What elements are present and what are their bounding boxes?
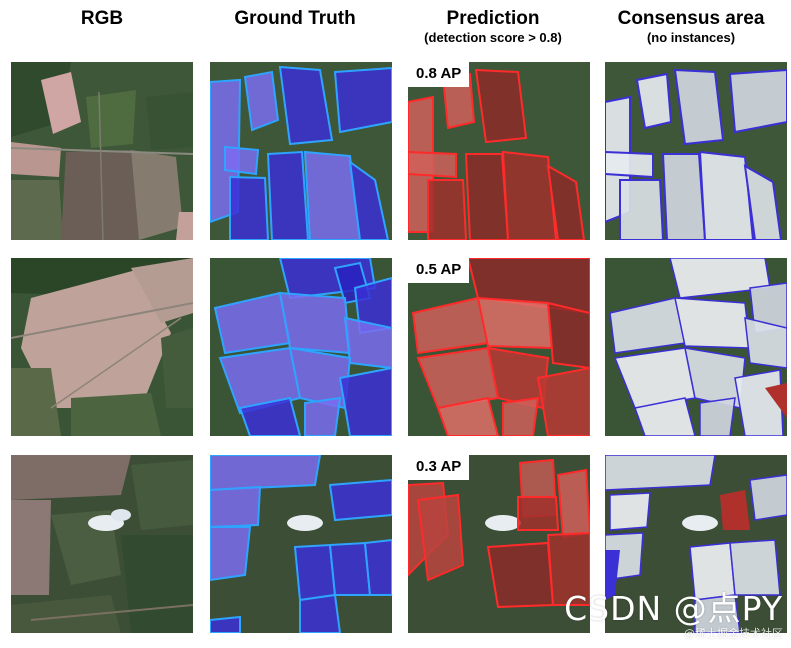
- prediction-image-row-3: 0.3 AP: [408, 455, 590, 633]
- ground-truth-image-row-1: [210, 62, 392, 240]
- ap-label: 0.3 AP: [408, 455, 470, 480]
- consensus-image-row-1: [605, 62, 787, 240]
- consensus-image-row-3: [605, 455, 787, 633]
- column-header-prediction: Prediction (detection score > 0.8): [396, 8, 590, 45]
- watermark: CSDN @点PY @稀土掘金技术社区: [564, 589, 783, 641]
- rgb-image-row-3: [11, 455, 193, 633]
- column-title: Prediction: [446, 8, 540, 29]
- column-header-rgb: RGB: [11, 8, 193, 30]
- watermark-main: CSDN @点PY: [564, 589, 783, 628]
- column-subtitle: (no instances): [646, 30, 736, 45]
- column-header-consensus: Consensus area (no instances): [598, 8, 784, 45]
- rgb-image-row-2: [11, 258, 193, 436]
- prediction-image-row-2: 0.5 AP: [408, 258, 590, 436]
- watermark-sub: @稀土掘金技术社区: [684, 627, 783, 640]
- prediction-image-row-1: 0.8 AP: [408, 62, 590, 240]
- column-title: Consensus area: [617, 8, 765, 29]
- column-title: RGB: [80, 8, 124, 29]
- ground-truth-image-row-2: [210, 258, 392, 436]
- column-header-ground-truth: Ground Truth: [204, 8, 386, 30]
- consensus-image-row-2: [605, 258, 787, 436]
- column-subtitle: (detection score > 0.8): [424, 30, 562, 45]
- column-title: Ground Truth: [234, 8, 356, 29]
- ap-label: 0.8 AP: [408, 62, 470, 87]
- ap-label: 0.5 AP: [408, 258, 470, 283]
- rgb-image-row-1: [11, 62, 193, 240]
- ground-truth-image-row-3: [210, 455, 392, 633]
